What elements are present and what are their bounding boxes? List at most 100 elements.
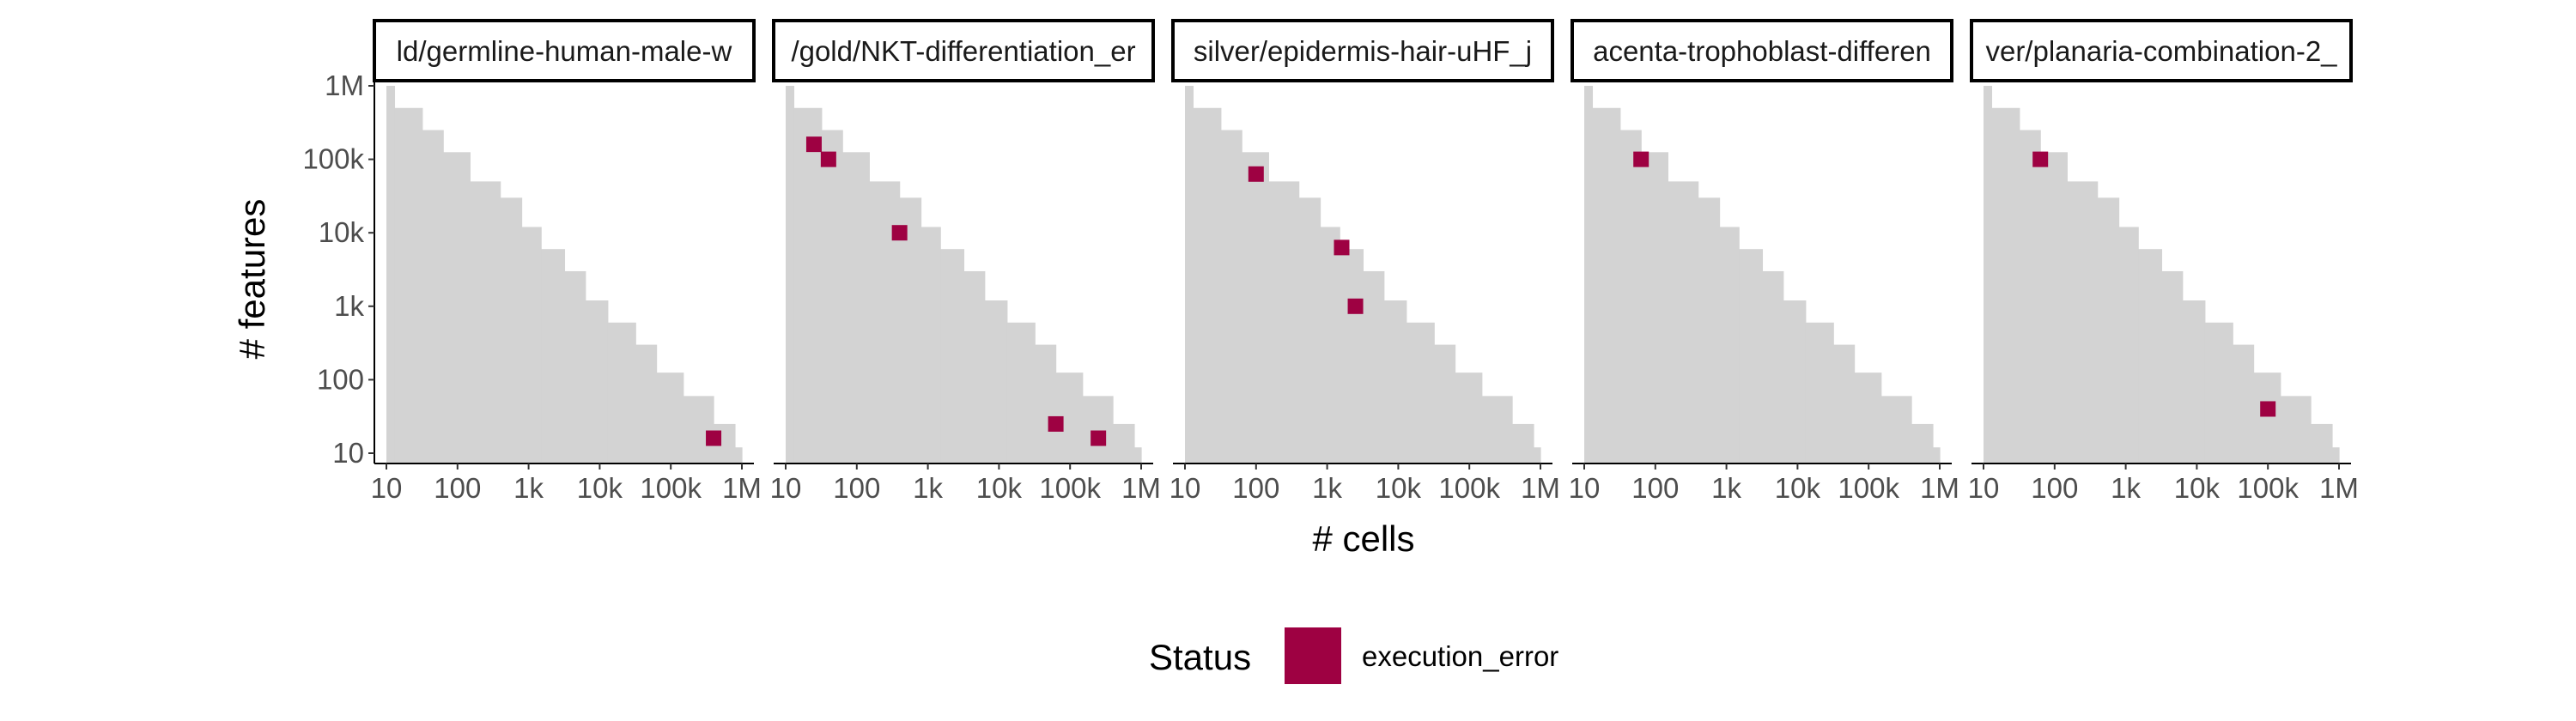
- region-step: [1533, 447, 1541, 464]
- region-step: [2138, 249, 2163, 464]
- region-step: [920, 227, 941, 464]
- x-tick-label: 10k: [1376, 472, 1422, 504]
- facet-strip: [1571, 19, 1953, 82]
- data-point: [2032, 151, 2049, 167]
- x-tick-label: 10k: [976, 472, 1023, 504]
- data-point: [805, 136, 822, 153]
- region-step: [386, 86, 396, 464]
- region-step: [1833, 344, 1856, 464]
- data-point: [1091, 430, 1107, 446]
- region-step: [2311, 423, 2333, 464]
- facet-panel: 10 100 1k 10k 100k 1M ver/planaria-combination…: [1968, 19, 2359, 504]
- x-tick-label: 10k: [2174, 472, 2221, 504]
- region-step: [940, 249, 965, 464]
- x-tick-label: 100k: [640, 472, 702, 504]
- x-tick-label: 1k: [513, 472, 544, 504]
- x-tick-label: 1M: [2319, 472, 2359, 504]
- region-step: [1434, 344, 1456, 464]
- legend-title: Status: [1149, 637, 1251, 677]
- facet-strip: [1171, 19, 1554, 82]
- region-step: [2253, 373, 2281, 464]
- region-step: [1619, 130, 1642, 464]
- facet-strip: [1970, 19, 2353, 82]
- region-step: [1932, 447, 1941, 464]
- feasible-region: [1984, 86, 2340, 464]
- feasible-region: [1185, 86, 1541, 464]
- y-tick-label: 1M: [325, 70, 364, 101]
- region-step: [1592, 107, 1621, 464]
- facet-strip: [772, 19, 1155, 82]
- region-step: [1783, 300, 1807, 464]
- x-tick-label: 10: [1170, 472, 1201, 504]
- x-tick-label: 1k: [1711, 472, 1741, 504]
- legend-swatch: [1285, 627, 1341, 684]
- region-step: [1512, 423, 1534, 464]
- region-step: [683, 396, 714, 464]
- x-tick-label: 100k: [2237, 472, 2299, 504]
- region-step: [869, 181, 901, 464]
- x-tick-label: 10: [770, 472, 802, 504]
- region-step: [1481, 396, 1513, 464]
- region-step: [734, 447, 743, 464]
- x-tick-label: 100k: [1039, 472, 1101, 504]
- region-step: [422, 130, 444, 464]
- region-step: [2118, 227, 2139, 464]
- region-step: [1641, 152, 1668, 464]
- region-step: [470, 181, 501, 464]
- region-step: [2331, 447, 2340, 464]
- x-tick-label: 10: [371, 472, 403, 504]
- x-tick-label: 100: [434, 472, 481, 504]
- region-step: [2233, 344, 2255, 464]
- region-step: [1340, 249, 1364, 464]
- data-point: [2260, 401, 2276, 417]
- facet-strip-label: /gold/NKT-differentiation_er: [791, 35, 1135, 67]
- y-axis-title: # features: [232, 199, 272, 360]
- feasible-region: [786, 86, 1142, 464]
- region-step: [564, 270, 586, 464]
- region-step: [899, 197, 922, 464]
- facet-strip-label: ld/germline-human-male-w: [397, 35, 732, 67]
- x-tick-label: 100k: [1838, 472, 1899, 504]
- feasible-region: [1584, 86, 1941, 464]
- y-tick-label: 1k: [334, 290, 364, 322]
- facet-strip-label: acenta-trophoblast-differen: [1593, 35, 1931, 67]
- region-step: [656, 373, 684, 464]
- x-tick-label: 1M: [1521, 472, 1560, 504]
- data-point: [706, 430, 722, 446]
- region-step: [607, 322, 636, 464]
- x-tick-label: 1k: [913, 472, 943, 504]
- y-tick-label: 10: [332, 437, 364, 469]
- region-step: [635, 344, 658, 464]
- region-step: [1320, 227, 1340, 464]
- region-step: [1113, 423, 1135, 464]
- region-step: [821, 130, 843, 464]
- region-step: [793, 107, 823, 464]
- region-step: [1006, 322, 1036, 464]
- x-tick-label: 1M: [1121, 472, 1161, 504]
- x-tick-label: 10k: [577, 472, 623, 504]
- facet-panel: 10 100 1k 10k 100k 1M 10 100 1k 10k 100k 1M ld/germl…: [302, 19, 762, 504]
- region-step: [2097, 197, 2120, 464]
- x-tick-label: 1M: [722, 472, 762, 504]
- x-tick-label: 100: [2031, 472, 2078, 504]
- region-step: [1082, 396, 1114, 464]
- region-step: [1719, 227, 1740, 464]
- region-step: [1911, 423, 1934, 464]
- legend-label: execution_error: [1362, 640, 1558, 672]
- region-step: [1220, 130, 1242, 464]
- region-step: [1363, 270, 1385, 464]
- region-step: [1298, 197, 1321, 464]
- region-step: [1268, 181, 1300, 464]
- y-tick-label: 10k: [319, 216, 365, 248]
- region-step: [1584, 86, 1594, 464]
- region-step: [963, 270, 986, 464]
- region-step: [1406, 322, 1435, 464]
- facet-strip: [373, 19, 756, 82]
- region-step: [1880, 396, 1912, 464]
- region-step: [1242, 152, 1269, 464]
- x-tick-label: 1M: [1920, 472, 1959, 504]
- region-step: [984, 300, 1008, 464]
- x-tick-label: 100k: [1438, 472, 1500, 504]
- panels-layer: 10 100 1k 10k 100k 1M101001k10k100k1Mld/germl…: [302, 19, 2359, 504]
- legend: Status execution_error: [1149, 627, 1558, 684]
